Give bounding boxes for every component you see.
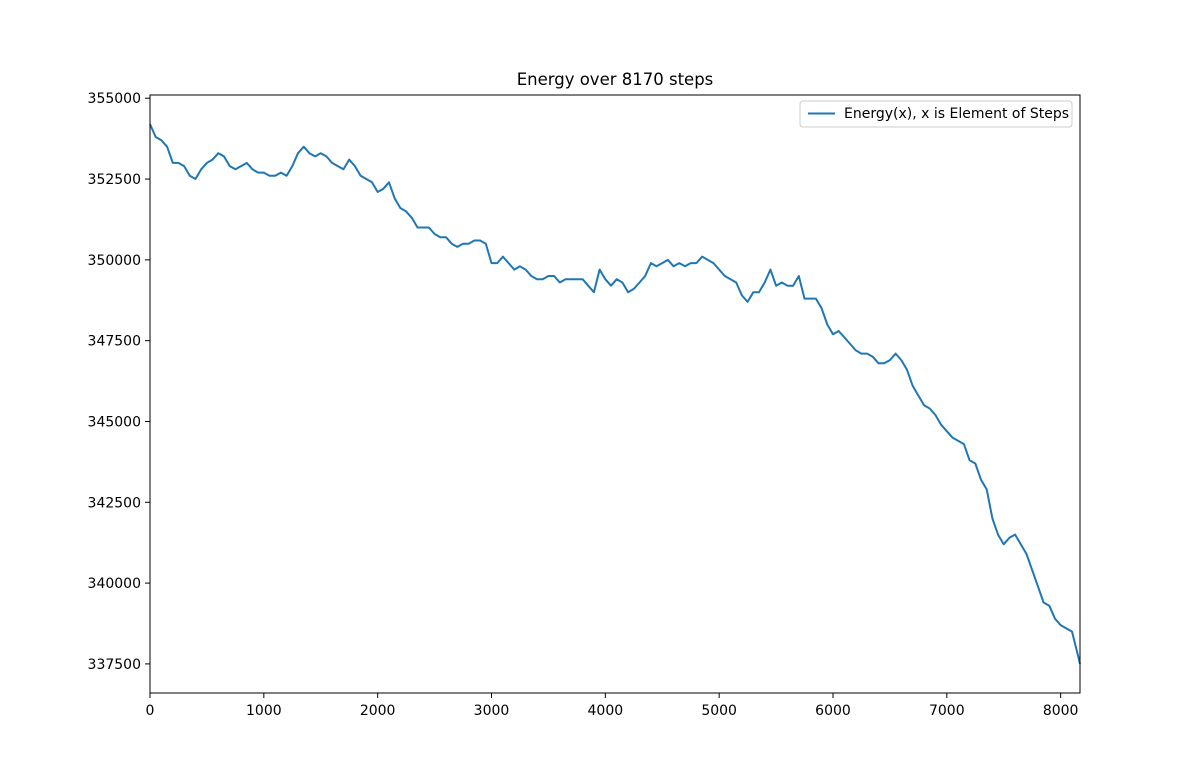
chart-title: Energy over 8170 steps [517, 70, 714, 89]
x-tick-label: 6000 [815, 703, 851, 719]
y-tick-label: 340000 [88, 576, 141, 592]
y-tick-label: 337500 [88, 657, 141, 673]
ticks-layer: 0 1000 2000 3000 4000 5000 6000 7000 8000 337500 3… [88, 91, 1079, 719]
x-tick-label: 2000 [360, 703, 396, 719]
x-tick-label: 7000 [929, 703, 965, 719]
y-tick-label: 345000 [88, 414, 141, 430]
legend-box [799, 100, 1073, 128]
x-tick-label: 3000 [474, 703, 510, 719]
y-tick-label: 350000 [88, 253, 141, 269]
legend-label: Energy(x), x is Element of Steps [844, 106, 1069, 122]
legend: Energy(x), x is Element of Steps [799, 100, 1073, 128]
y-tick-label: 342500 [88, 495, 141, 511]
x-tick-label: 4000 [588, 703, 624, 719]
x-tick-label: 0 [146, 703, 155, 719]
y-tick-label: 347500 [88, 334, 141, 350]
series-layer [149, 123, 1081, 665]
y-tick-label: 352500 [88, 172, 141, 188]
y-tick-label: 355000 [88, 91, 141, 107]
series-line-energy [149, 123, 1081, 665]
x-tick-label: 1000 [246, 703, 282, 719]
plot-area-frame [149, 94, 1081, 694]
x-tick-label: 8000 [1043, 703, 1079, 719]
x-tick-label: 5000 [701, 703, 737, 719]
